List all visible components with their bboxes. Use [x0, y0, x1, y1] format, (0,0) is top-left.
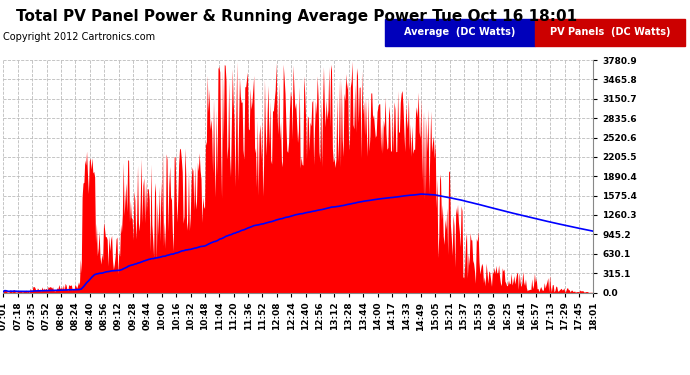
Text: PV Panels  (DC Watts): PV Panels (DC Watts) — [550, 27, 671, 37]
Text: Average  (DC Watts): Average (DC Watts) — [404, 27, 515, 37]
Bar — [535, 19, 685, 46]
Text: Copyright 2012 Cartronics.com: Copyright 2012 Cartronics.com — [3, 32, 155, 42]
Text: Total PV Panel Power & Running Average Power Tue Oct 16 18:01: Total PV Panel Power & Running Average P… — [16, 9, 578, 24]
Bar — [385, 19, 535, 46]
